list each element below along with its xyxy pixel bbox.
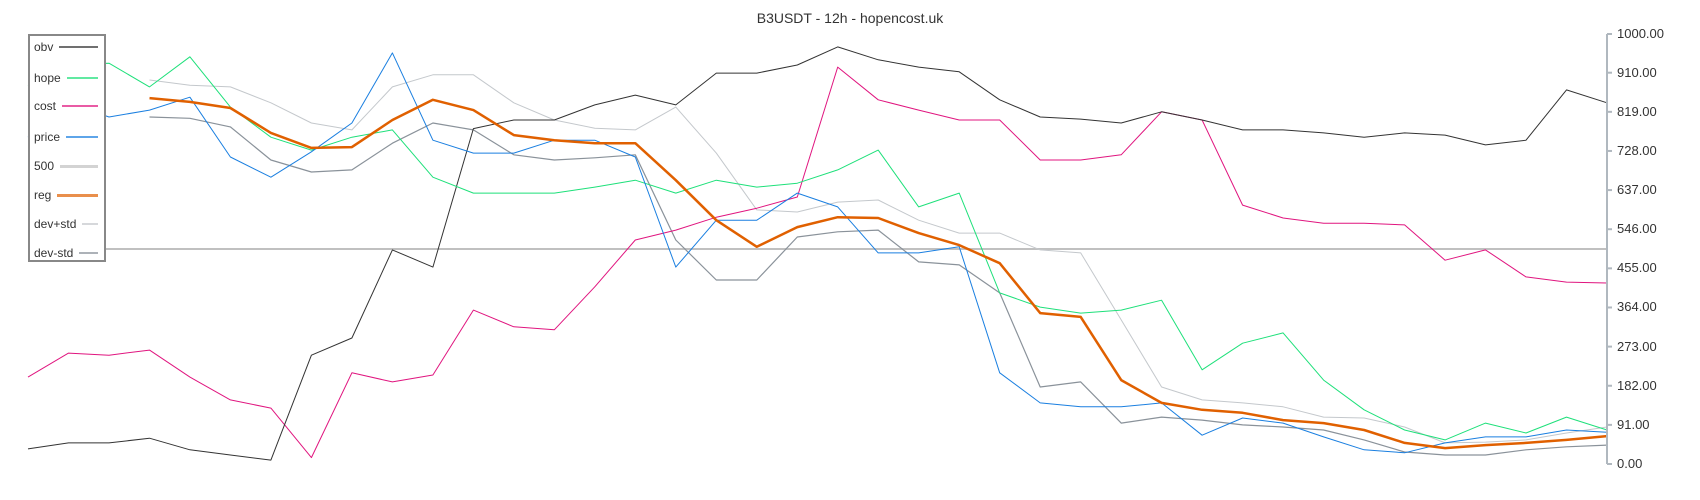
series-line-cost — [27, 66, 1608, 459]
series-line-reg — [149, 96, 1608, 450]
series-line-dev-std — [149, 116, 1608, 456]
y-tick-label: 182.00 — [1617, 377, 1657, 393]
legend-item-500[interactable]: 500 — [34, 158, 98, 174]
legend-item-cost[interactable]: cost — [34, 98, 98, 114]
legend-label: price — [34, 130, 61, 144]
legend-swatch — [60, 164, 98, 168]
legend-label: hope — [34, 71, 61, 85]
y-tick-label: 728.00 — [1617, 142, 1657, 158]
legend-item-dev-std[interactable]: dev-std — [34, 245, 98, 261]
legend-label: 500 — [34, 159, 55, 173]
legend-item-reg[interactable]: reg — [34, 187, 98, 203]
y-tick-label: 1000.00 — [1617, 26, 1664, 41]
y-tick-label: 364.00 — [1617, 299, 1657, 315]
legend-label: cost — [34, 99, 57, 113]
y-tick-label: 91.00 — [1617, 416, 1650, 432]
legend-label: dev-std — [34, 246, 74, 260]
y-tick-label: 273.00 — [1617, 338, 1657, 354]
y-tick-label: 546.00 — [1617, 221, 1657, 237]
legend-item-dev-std[interactable]: dev+std — [34, 216, 98, 232]
legend-label: obv — [34, 40, 54, 54]
series-line-price — [27, 52, 1608, 454]
legend-swatch — [82, 223, 98, 225]
y-axis — [1606, 33, 1612, 465]
y-tick-label: 910.00 — [1617, 64, 1657, 80]
legend-swatch — [79, 252, 98, 254]
y-tick-label: 819.00 — [1617, 103, 1657, 119]
y-tick-label: 0.00 — [1617, 456, 1643, 471]
series-lines — [27, 46, 1608, 461]
legend: obv hope cost price 500 reg dev+std dev-std — [28, 34, 106, 262]
series-line-hope — [27, 56, 1608, 441]
series-line-obv — [27, 46, 1608, 461]
legend-swatch — [57, 193, 98, 197]
legend-label: reg — [34, 188, 52, 202]
legend-swatch — [62, 105, 98, 107]
series-line-dev-std — [149, 74, 1608, 444]
legend-swatch — [59, 46, 98, 48]
y-tick-label: 455.00 — [1617, 260, 1657, 276]
legend-item-obv[interactable]: obv — [34, 39, 98, 55]
legend-item-price[interactable]: price — [34, 129, 98, 145]
legend-label: dev+std — [34, 217, 77, 231]
legend-swatch — [66, 77, 98, 79]
chart-title: B3USDT - 12h - hopencost.uk — [756, 10, 944, 26]
legend-item-hope[interactable]: hope — [34, 70, 98, 86]
legend-swatch — [66, 136, 98, 138]
y-tick-label: 637.00 — [1617, 182, 1657, 198]
